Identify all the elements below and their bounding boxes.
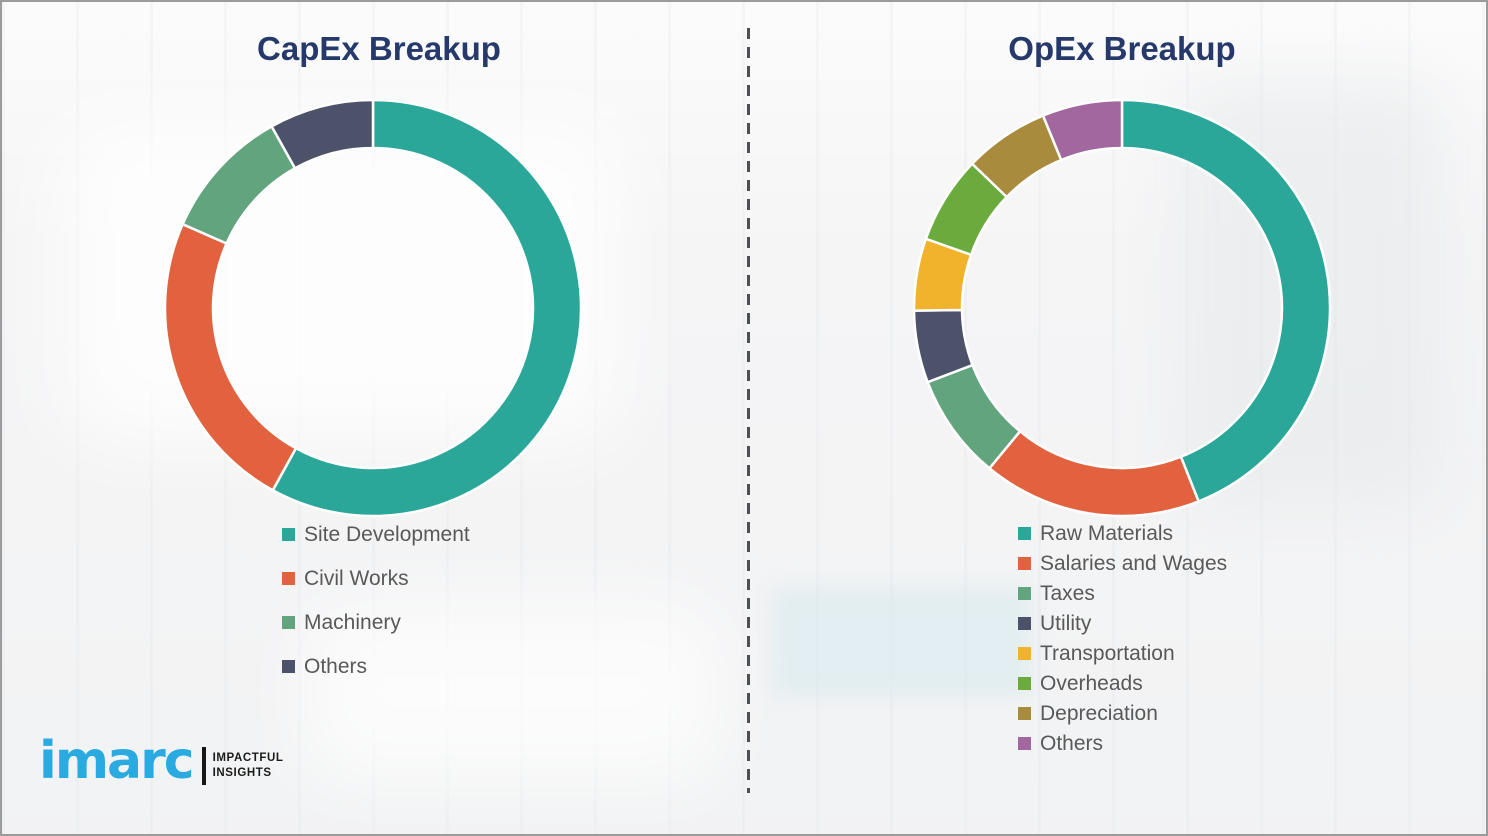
logo-tagline-line1: IMPACTFUL (212, 752, 284, 765)
legend-label: Raw Materials (1040, 521, 1174, 545)
legend-swatch-icon (282, 527, 295, 541)
legend-swatch-icon (1018, 556, 1031, 570)
legend-label: Machinery (304, 610, 401, 634)
legend-swatch-icon (1018, 676, 1031, 690)
dashed-divider-line (747, 28, 750, 793)
legend-label: Transportation (1040, 641, 1175, 665)
legend-item-machinery: Machinery (282, 600, 470, 644)
donut-slice-machinery (180, 124, 297, 246)
donut-slice-others (269, 98, 375, 170)
donut-slice-salaries-and-wages (987, 429, 1201, 518)
donut-slice-others (1041, 98, 1124, 162)
legend-swatch-icon (282, 615, 295, 629)
legend-item-site-development: Site Development (282, 512, 470, 556)
legend-label: Utility (1040, 611, 1092, 635)
imarc-logo: imarc IMPACTFUL INSIGHTS (39, 735, 284, 787)
logo-tagline: IMPACTFUL INSIGHTS (213, 751, 284, 781)
legend-swatch-icon (282, 571, 295, 585)
donut-slice-site-development (271, 98, 583, 518)
opex-legend: Raw Materials Salaries and Wages Taxes Util… (1018, 518, 1227, 758)
legend-swatch-icon (1018, 616, 1031, 630)
donut-slice-civil-works (163, 222, 298, 492)
imarc-logo-wordmark: imarc (39, 731, 195, 791)
legend-swatch-icon (1018, 526, 1031, 540)
legend-item-taxes: Taxes (1018, 578, 1227, 608)
capex-chart-title: CapEx Breakup (257, 30, 501, 67)
legend-item-others: Others (1018, 728, 1227, 758)
logo-tagline-line2: INSIGHTS (212, 767, 272, 779)
legend-label: Salaries and Wages (1040, 551, 1228, 575)
legend-item-salaries-and-wages: Salaries and Wages (1018, 548, 1227, 578)
logo-divider-bar (201, 747, 206, 785)
donut-slice-raw-materials (1120, 98, 1332, 504)
background-faded-photo-patch (772, 587, 1032, 697)
legend-item-raw-materials: Raw Materials (1018, 518, 1227, 548)
legend-item-utility: Utility (1018, 608, 1227, 638)
legend-label: Site Development (304, 522, 470, 546)
opex-chart-title: OpEx Breakup (1008, 30, 1236, 67)
legend-label: Others (304, 654, 368, 678)
legend-swatch-icon (1018, 706, 1031, 720)
legend-swatch-icon (1018, 736, 1031, 750)
legend-label: Overheads (1040, 671, 1143, 695)
legend-swatch-icon (1018, 646, 1031, 660)
legend-item-transportation: Transportation (1018, 638, 1227, 668)
opex-donut-chart (912, 98, 1332, 518)
legend-swatch-icon (282, 659, 295, 673)
legend-label: Civil Works (304, 566, 409, 590)
capex-legend: Site Development Civil Works Machinery Othe… (282, 512, 470, 688)
legend-item-others: Others (282, 644, 470, 688)
capex-donut-chart (163, 98, 583, 518)
legend-label: Others (1040, 731, 1104, 755)
legend-item-depreciation: Depreciation (1018, 698, 1227, 728)
legend-label: Taxes (1040, 581, 1095, 605)
legend-item-civil-works: Civil Works (282, 556, 470, 600)
legend-label: Depreciation (1040, 701, 1158, 725)
legend-item-overheads: Overheads (1018, 668, 1227, 698)
legend-swatch-icon (1018, 586, 1031, 600)
